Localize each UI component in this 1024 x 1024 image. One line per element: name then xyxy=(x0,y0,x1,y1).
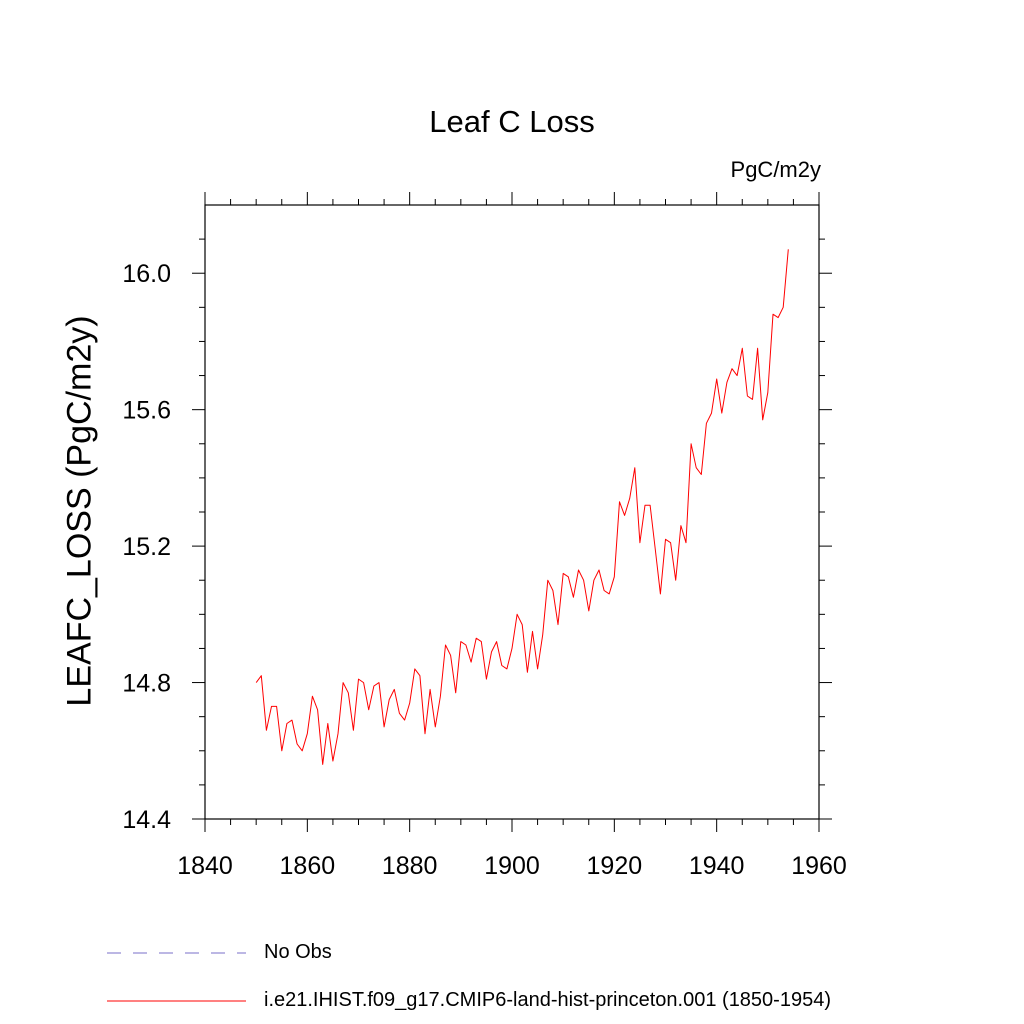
x-tick-label: 1860 xyxy=(280,852,336,880)
y-tick-label: 15.2 xyxy=(122,533,171,561)
x-tick-label: 1880 xyxy=(382,852,438,880)
units-label: PgC/m2y xyxy=(730,157,821,182)
x-tick-label: 1900 xyxy=(484,852,540,880)
y-tick-label: 14.4 xyxy=(122,806,171,834)
series-layer xyxy=(255,249,789,765)
y-tick-label: 14.8 xyxy=(122,670,171,698)
x-tick-label: 1920 xyxy=(587,852,643,880)
legend-label-no-obs: No Obs xyxy=(264,941,332,963)
x-tick-label: 1840 xyxy=(177,852,233,880)
y-tick-label: 15.6 xyxy=(122,397,171,425)
x-tick-label: 1940 xyxy=(689,852,745,880)
ticks: 1840 1860 1880 1900 1920 1940 1960 14.4 14.8 15.2… xyxy=(122,192,847,880)
chart-title: Leaf C Loss xyxy=(429,104,595,139)
y-tick-label: 16.0 xyxy=(122,260,171,288)
axes xyxy=(204,204,820,820)
plot-frame xyxy=(204,204,820,820)
legend xyxy=(107,952,246,1002)
series-line-0 xyxy=(255,249,789,765)
legend-label-model: i.e21.IHIST.f09_g17.CMIP6-land-hist-prin… xyxy=(264,989,831,1011)
x-tick-label: 1960 xyxy=(791,852,847,880)
